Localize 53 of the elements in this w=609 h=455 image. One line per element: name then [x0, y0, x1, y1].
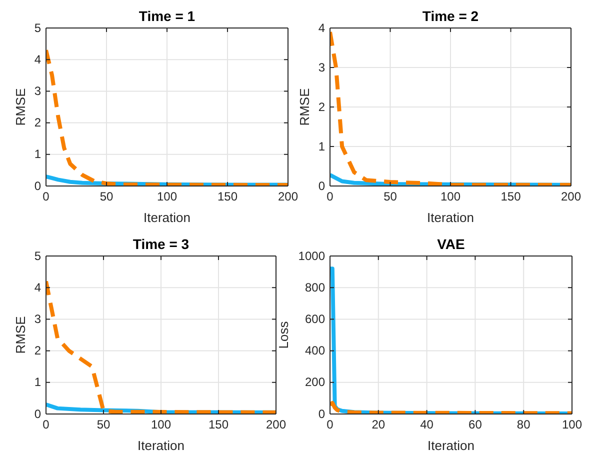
y-tick-label: 1 [34, 147, 42, 162]
x-axis-title: Iteration [427, 210, 474, 225]
y-tick-label: 3 [318, 60, 326, 74]
y-tick-label: 3 [34, 312, 42, 326]
x-tick-label: 50 [96, 418, 110, 432]
chart-title: Time = 1 [138, 8, 196, 24]
x-tick-label: 150 [500, 190, 522, 204]
x-tick-label: 80 [516, 418, 531, 432]
y-tick-label: 800 [304, 280, 326, 294]
x-tick-label: 50 [100, 190, 114, 204]
x-tick-label: 100 [150, 418, 172, 432]
x-tick-label: 150 [208, 418, 229, 432]
y-tick-label: 0 [34, 406, 42, 421]
y-tick-label: 2 [34, 116, 42, 130]
y-tick-label: 1 [34, 375, 42, 390]
y-tick-label: 200 [304, 375, 326, 390]
chart-title: Time = 3 [132, 236, 190, 252]
x-tick-label: 60 [468, 418, 482, 432]
y-axis-title: RMSE [13, 316, 28, 354]
y-tick-label: 4 [318, 20, 326, 35]
x-tick-label: 50 [384, 190, 398, 204]
x-tick-label: 100 [440, 190, 461, 204]
x-tick-label: 100 [156, 190, 178, 204]
x-tick-label: 40 [420, 418, 434, 432]
x-axis-title: Iteration [428, 438, 474, 453]
chart-title: VAE [437, 236, 465, 252]
x-axis-title: Iteration [144, 210, 190, 225]
y-tick-label: 1000 [298, 248, 326, 263]
y-axis-title: RMSE [13, 88, 28, 126]
y-tick-label: 600 [304, 312, 326, 326]
y-tick-label: 5 [34, 20, 42, 35]
x-axis-title: Iteration [138, 438, 184, 453]
line-series [330, 30, 571, 186]
y-tick-label: 0 [318, 178, 326, 193]
y-tick-label: 5 [34, 248, 42, 263]
y-tick-label: 3 [34, 84, 42, 98]
x-tick-label: 150 [217, 190, 238, 204]
y-tick-label: 2 [318, 100, 326, 114]
x-tick-label: 20 [372, 418, 386, 432]
x-tick-label: 200 [278, 190, 298, 204]
y-tick-label: 0 [34, 178, 42, 193]
x-tick-label: 100 [562, 418, 582, 432]
y-tick-label: 0 [318, 406, 326, 421]
x-tick-label: 200 [560, 190, 582, 204]
y-axis-title: RMSE [297, 88, 312, 126]
y-tick-label: 2 [34, 344, 42, 358]
y-axis-title: Loss [276, 320, 291, 349]
y-tick-label: 4 [34, 52, 42, 66]
x-tick-label: 200 [266, 418, 286, 432]
y-tick-label: 1 [318, 139, 326, 154]
chart-title: Time = 2 [422, 8, 479, 24]
y-tick-label: 4 [34, 280, 42, 294]
y-tick-label: 400 [304, 344, 326, 358]
